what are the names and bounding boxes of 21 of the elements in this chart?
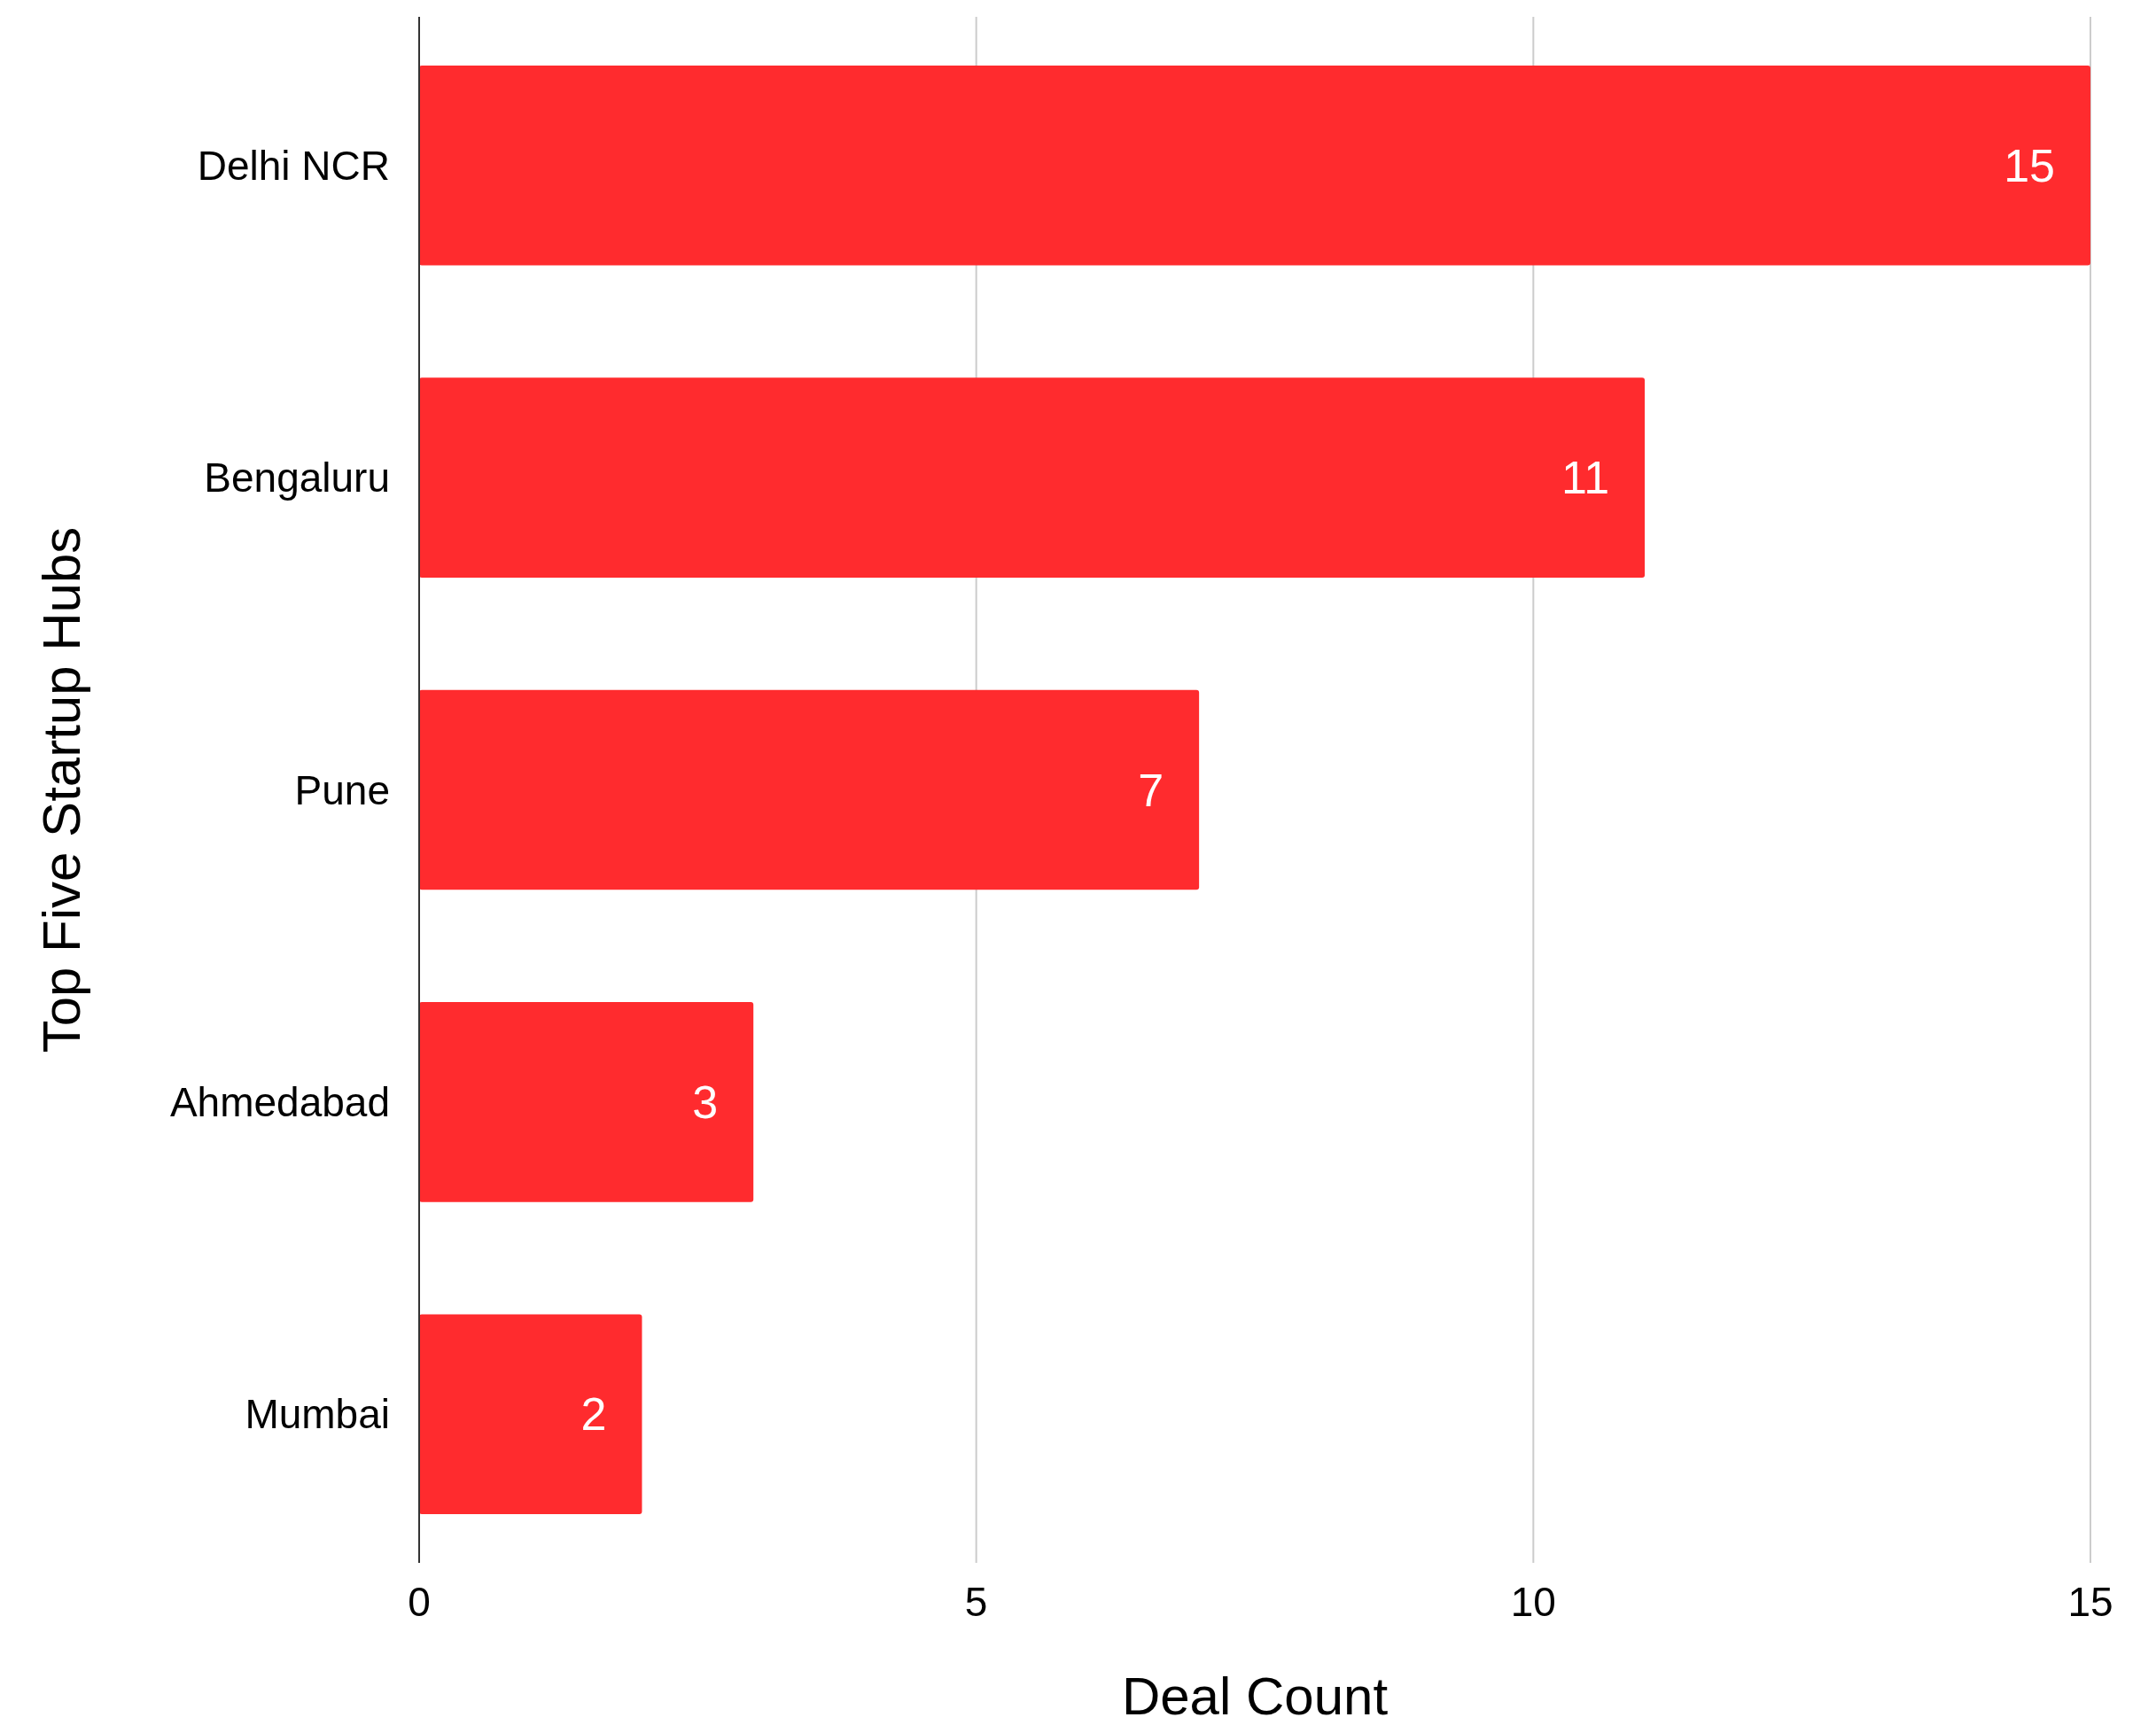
bar [419, 66, 2090, 266]
x-tick-label: 15 [2067, 1579, 2113, 1625]
bar [419, 377, 1646, 578]
y-tick-label: Pune [294, 766, 390, 813]
x-axis-title: Deal Count [1121, 1667, 1389, 1725]
data-label: 3 [692, 1076, 719, 1128]
bar [419, 1002, 754, 1202]
x-tick-label: 5 [964, 1579, 988, 1625]
data-label: 15 [2004, 139, 2055, 191]
x-tick-label: 10 [1510, 1579, 1556, 1625]
data-label: 2 [580, 1388, 607, 1441]
x-tick-label: 0 [408, 1579, 431, 1625]
y-tick-label: Bengaluru [204, 455, 390, 501]
y-tick-label: Ahmedabad [169, 1078, 390, 1125]
bar [419, 689, 1200, 890]
y-tick-label: Mumbai [245, 1391, 390, 1438]
y-axis-title: Top Five Startup Hubs [32, 526, 91, 1053]
data-label: 7 [1138, 764, 1164, 816]
y-tick-label: Delhi NCR [197, 142, 390, 189]
data-label: 11 [1561, 452, 1610, 504]
bar [419, 1314, 642, 1514]
